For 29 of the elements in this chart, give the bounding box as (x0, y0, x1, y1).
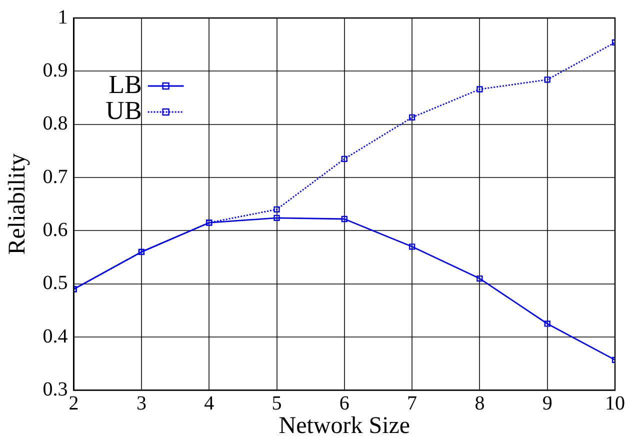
x-axis-title: Network Size (278, 412, 410, 439)
y-tick-label: 0.9 (42, 59, 68, 82)
point (274, 206, 280, 212)
y-tick-label: 1 (58, 6, 68, 28)
x-tick-label: 7 (407, 392, 418, 414)
x-tick-label: 2 (68, 392, 79, 414)
x-tick-label: 8 (474, 392, 485, 414)
x-tick-label: 10 (605, 392, 625, 414)
y-axis-title: Reliability (4, 153, 31, 255)
point (408, 244, 416, 250)
y-tick-label: 0.8 (42, 112, 68, 135)
x-tick-label: 9 (542, 392, 552, 414)
y-tick-label: 0.7 (42, 166, 68, 188)
point (544, 76, 550, 83)
point (341, 216, 348, 222)
x-tick-label: 3 (136, 392, 146, 414)
point (476, 275, 483, 282)
y-tick-label: 0.6 (42, 218, 68, 241)
point (341, 156, 348, 162)
x-tick-label: 6 (339, 392, 350, 414)
point (408, 114, 416, 121)
point (476, 86, 483, 92)
y-tick-label: 0.4 (42, 325, 68, 348)
x-tick-label: 5 (272, 392, 282, 414)
point (544, 320, 550, 327)
point (274, 214, 280, 221)
y-tick-label: 0.3 (42, 378, 68, 400)
x-tick-label: 4 (204, 392, 214, 414)
y-tick-label: 0.5 (42, 272, 68, 294)
